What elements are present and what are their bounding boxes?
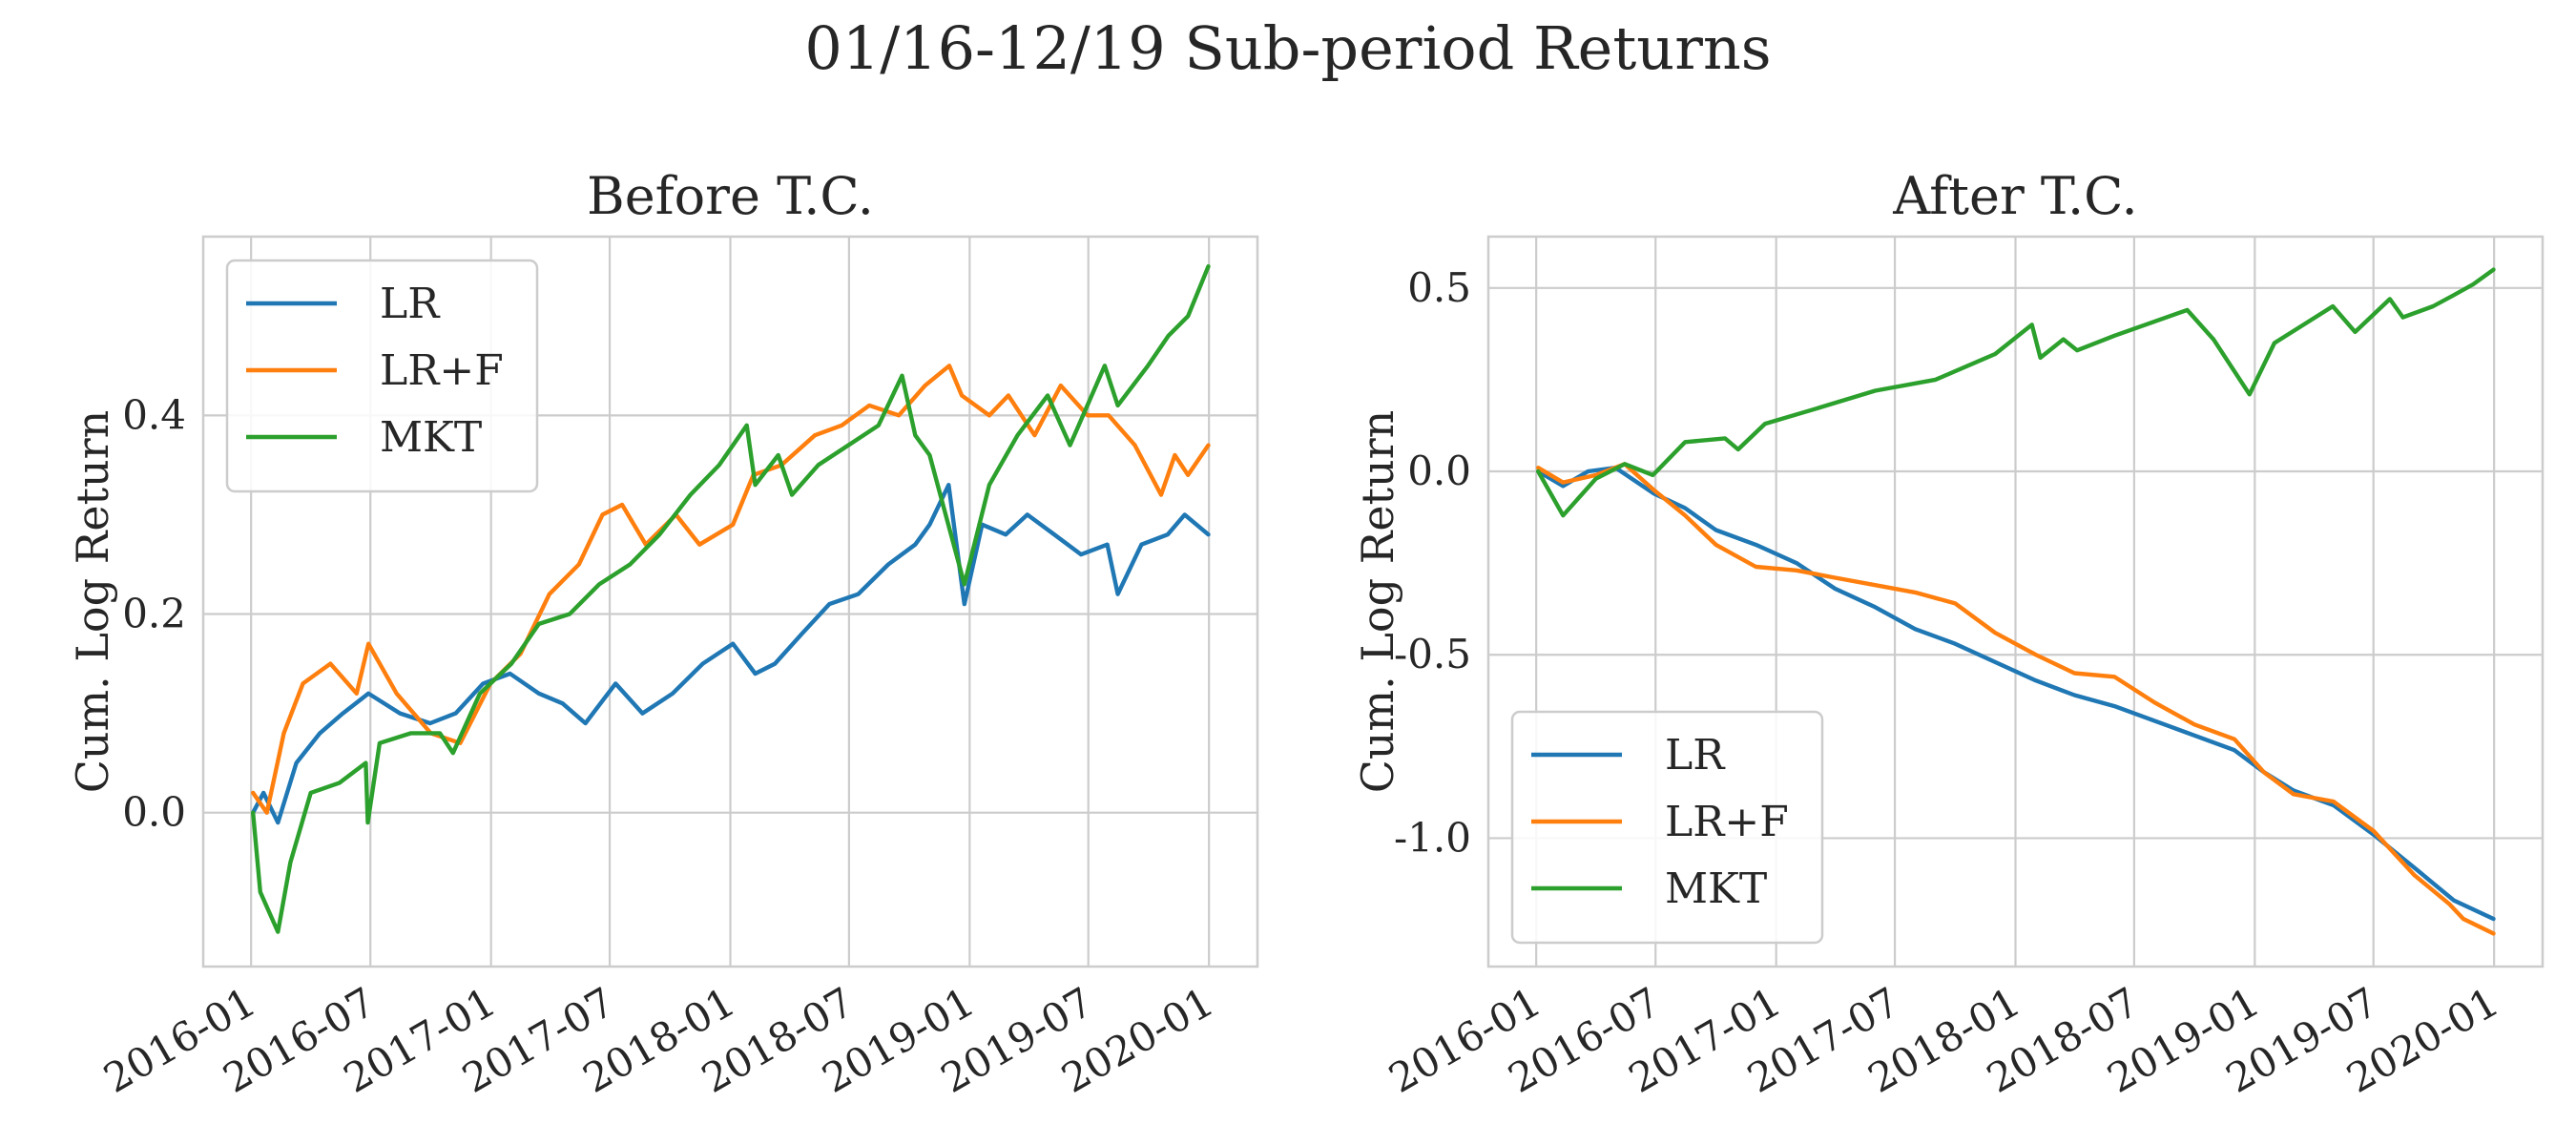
plot-frame <box>1486 235 2545 968</box>
legend-label: LR <box>1665 731 1726 780</box>
y-tick-label: 0.4 <box>122 391 186 438</box>
legend-label: LR+F <box>380 346 504 395</box>
y-axis-label: Cum. Log Return <box>67 410 118 794</box>
legend-label: MKT <box>380 413 482 462</box>
series-line-lr <box>251 483 1211 825</box>
y-tick-label: 0.2 <box>122 591 186 637</box>
panel-after-tc: After T.C.Cum. Log Return0.50.0-0.5-1.02… <box>1352 166 2545 1102</box>
axes-title-after-t-c: After T.C. <box>1892 166 2137 226</box>
legend: LR LR+F MKT <box>1510 710 1824 945</box>
legend-label: MKT <box>1665 864 1767 913</box>
axes-title-before-t-c: Before T.C. <box>587 166 874 226</box>
legend: LR LR+F MKT <box>225 259 539 493</box>
y-tick-label: -0.5 <box>1394 631 1471 677</box>
series-line-mkt <box>251 264 1211 934</box>
y-axis-label: Cum. Log Return <box>1352 410 1403 794</box>
legend-label: LR <box>380 280 441 328</box>
series-line-lr-f <box>251 364 1211 815</box>
y-tick-label: 0.0 <box>122 789 186 836</box>
legend-box <box>225 259 539 493</box>
y-tick-label: -1.0 <box>1394 814 1471 861</box>
plot-frame <box>201 235 1259 968</box>
panel-before-tc: Before T.C.Cum. Log Return0.00.20.42016-… <box>67 166 1259 1102</box>
legend-label: LR+F <box>1665 798 1789 846</box>
series-group <box>1535 267 2496 936</box>
y-tick-label: 0.0 <box>1407 448 1471 494</box>
series-line-mkt <box>1535 267 2496 518</box>
legend-box <box>1510 710 1824 945</box>
figure-title: 01/16-12/19 Sub-period Returns <box>804 13 1771 83</box>
series-group <box>251 264 1211 934</box>
series-line-lr-f <box>1535 462 2496 936</box>
y-tick-label: 0.5 <box>1407 264 1471 311</box>
